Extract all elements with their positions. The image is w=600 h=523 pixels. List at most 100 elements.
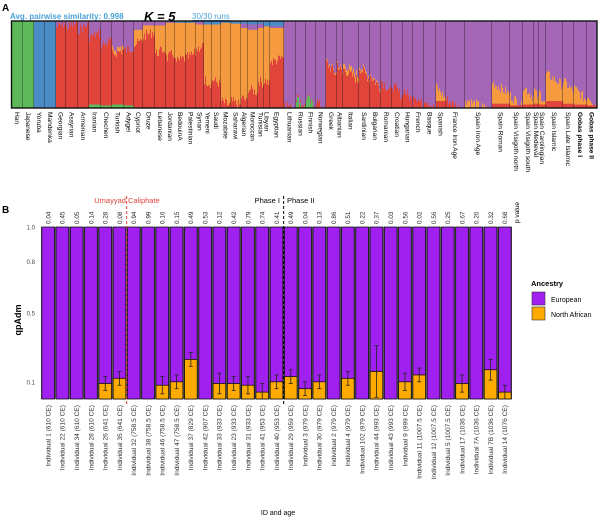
population-label: Mozabite xyxy=(222,112,229,139)
population-label: Albanian xyxy=(336,112,343,138)
structure-population-jordanian xyxy=(166,21,175,108)
runs-link[interactable]: 30/30 runs xyxy=(192,12,230,21)
population-label: Italian xyxy=(347,112,354,130)
structure-population-druze xyxy=(143,21,155,108)
bar-21 xyxy=(327,227,340,399)
bar-10 xyxy=(170,227,183,399)
population-label: Jordanian xyxy=(166,112,173,141)
bar-12 xyxy=(199,227,212,399)
bar-18 xyxy=(284,227,297,399)
p-value-label: 0.99 xyxy=(145,211,152,224)
x-tick-label: Individual 26 (641 CE) xyxy=(103,405,110,470)
x-tick-label: Individual 30 (979 CE) xyxy=(317,405,324,470)
p-value-label: 0.14 xyxy=(88,211,95,224)
bar-6 xyxy=(113,227,126,399)
population-label: Sardinian xyxy=(360,112,367,140)
population-label: Moroccan xyxy=(249,112,256,141)
x-tick-label: Individual 37 (829 CE) xyxy=(188,405,195,470)
population-label: Algerian xyxy=(240,112,247,137)
p-value-label: 0.49 xyxy=(188,211,195,224)
x-axis-label: ID and age xyxy=(261,510,295,517)
bar-european xyxy=(384,227,397,399)
structure-population-finnish xyxy=(306,21,316,108)
p-value-label: 0.74 xyxy=(260,211,267,224)
population-label: French xyxy=(414,112,421,133)
y-tick-label: 0.8 xyxy=(27,260,36,266)
structure-population-romanian xyxy=(381,21,392,108)
bar-european xyxy=(327,227,340,399)
structure-population-egyptian xyxy=(270,21,284,108)
bar-20 xyxy=(313,227,326,399)
structure-population-spain-late-islamic xyxy=(563,21,574,108)
bar-european xyxy=(299,227,312,399)
structure-population-gobas-phase-i xyxy=(574,21,587,108)
bar-30 xyxy=(456,227,469,399)
bar-european xyxy=(427,227,440,399)
bar-european xyxy=(242,227,255,399)
phase1-label: Phase I xyxy=(255,196,280,205)
bar-european xyxy=(227,227,240,399)
legend-swatch-european xyxy=(532,292,545,305)
p-value-label: 0.13 xyxy=(317,211,324,224)
bar-european xyxy=(470,227,483,399)
population-label: Yemeni xyxy=(204,112,211,134)
legend-label-north-african: North African xyxy=(551,312,592,319)
panel-a-letter: A xyxy=(2,3,9,14)
p-value-label: 0.67 xyxy=(459,211,466,224)
population-label: BedouinA xyxy=(176,112,183,141)
structure-population-hungarian xyxy=(403,21,413,108)
x-tick-label: Individual 11 (1007.5 CE) xyxy=(417,405,424,479)
population-label: Spain Islamic xyxy=(550,112,557,152)
structure-population-basque xyxy=(424,21,436,108)
x-tick-label: Individual 7A (1036 CE) xyxy=(474,405,481,474)
population-label: Japanese xyxy=(24,112,31,141)
bar-2 xyxy=(56,227,69,399)
bar-33 xyxy=(499,227,512,399)
population-label: Spain Visigoth north xyxy=(512,112,519,171)
legend-label-european: European xyxy=(551,297,581,304)
structure-population-russian xyxy=(296,21,306,108)
structure-population-japanese xyxy=(23,21,34,108)
x-tick-label: Individual 41 (953 CE) xyxy=(260,405,267,470)
structure-population-algerian xyxy=(241,21,248,108)
x-tick-label: Individual 14 (1076 CE) xyxy=(502,405,509,474)
y-tick-label: 0.5 xyxy=(27,312,36,318)
population-label: Croatian xyxy=(393,112,400,137)
population-label: Greek xyxy=(327,112,334,131)
population-label: Spain Roman xyxy=(497,112,504,152)
structure-population-spain-carolingian xyxy=(539,21,546,108)
p-value-label: 0.04 xyxy=(302,211,309,224)
population-label: Lithuanian xyxy=(286,112,293,143)
x-tick-label: Individual 9 (999 CE) xyxy=(402,405,409,467)
x-tick-label: Individual 40 (953 CE) xyxy=(274,405,281,470)
population-label: Spain Iron Age xyxy=(474,112,481,156)
structure-population-libyan xyxy=(264,21,270,108)
bar-3 xyxy=(70,227,83,399)
structure-population-sardinian xyxy=(359,21,370,108)
structure-population-spanish xyxy=(436,21,446,108)
structure-population-georgian xyxy=(56,21,66,108)
population-label: Chechen xyxy=(102,112,109,139)
structure-population-assyrian xyxy=(66,21,78,108)
population-label: Armenian xyxy=(79,112,86,141)
p-value-label: 0.12 xyxy=(217,211,224,224)
population-label: Bulgarian xyxy=(371,112,378,140)
phase2-label: Phase II xyxy=(287,196,315,205)
x-tick-label: Individual 23 (933 CE) xyxy=(231,405,238,470)
structure-population-gobas-phase-ii xyxy=(587,21,597,108)
population-label: Druze xyxy=(145,112,152,130)
p-value-label: 0.56 xyxy=(402,211,409,224)
population-label: Han xyxy=(13,112,20,124)
p-value-label: 0.68 xyxy=(502,211,509,224)
x-tick-label: Individual 5 (1007.5 CE) xyxy=(445,405,452,476)
structure-population-spain-islamic xyxy=(546,21,563,108)
bar-26 xyxy=(399,227,412,399)
bar-5 xyxy=(99,227,112,399)
population-label: Spain Carolingian xyxy=(538,112,545,164)
p-value-label: 0.28 xyxy=(103,211,110,224)
x-tick-label: Individual 7B (1036 CE) xyxy=(488,405,495,475)
bar-8 xyxy=(142,227,155,399)
population-label: France Iron Age xyxy=(451,112,458,159)
p-value-label: 0.03 xyxy=(388,211,395,224)
